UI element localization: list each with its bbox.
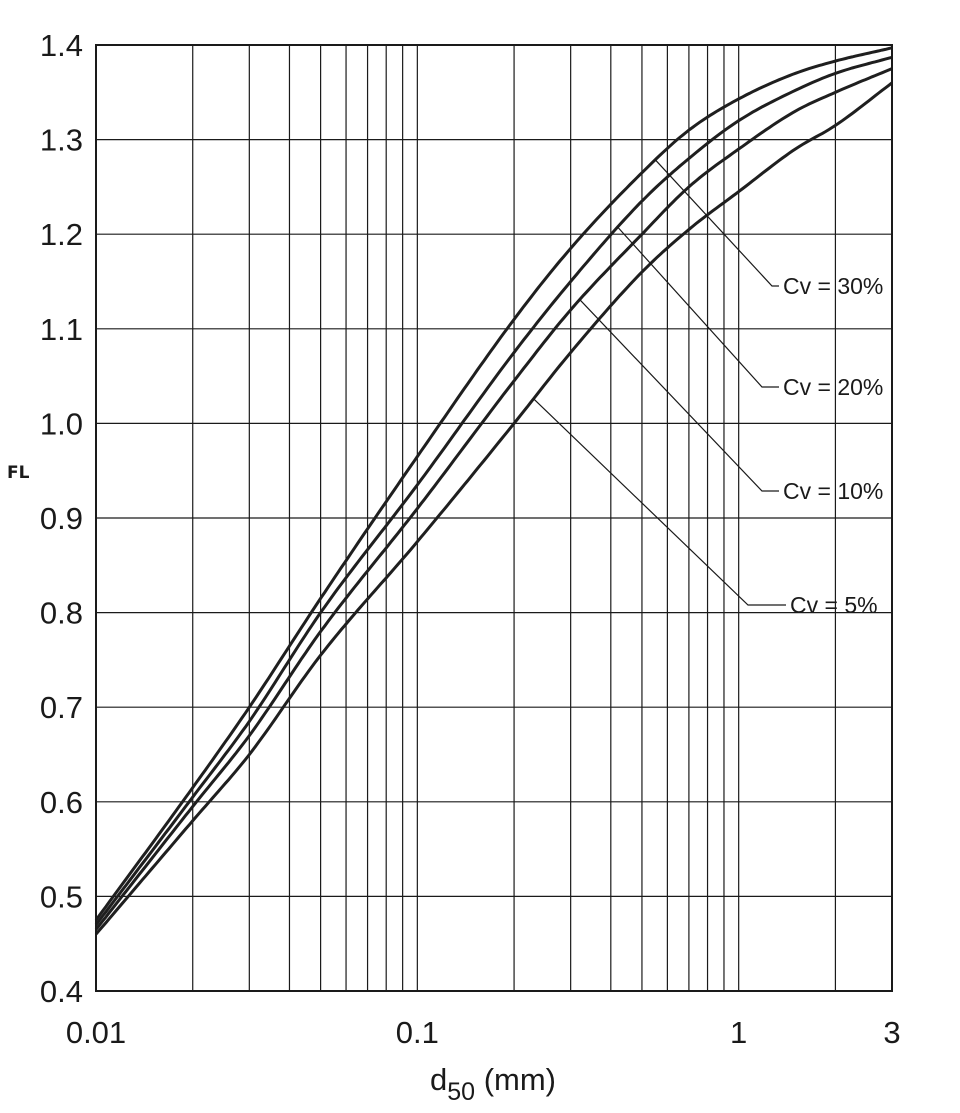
y-tick-label: 0.5 — [40, 879, 83, 914]
grid — [96, 44, 892, 992]
y-tick-labels: 0.4 0.5 0.6 0.7 0.8 0.9 1.0 1.1 1.2 1.3 1.4 — [40, 28, 83, 1009]
series-label-2: Cv = 20% — [783, 374, 883, 400]
series-line-2 — [94, 55, 893, 926]
x-tick-label: 0.01 — [66, 1015, 126, 1050]
x-axis-title-subscript: 50 — [447, 1078, 475, 1106]
y-tick-label: 1.2 — [40, 217, 83, 252]
series-line-4 — [94, 81, 893, 936]
series-leader-4 — [533, 398, 786, 606]
y-tick-label: 1.3 — [40, 123, 83, 158]
x-axis-title: d50 (mm) — [430, 1062, 556, 1106]
series-label-4: Cv = 5% — [790, 592, 878, 618]
series-labels: Cv = 30% Cv = 20% Cv = 10% Cv = 5% — [783, 273, 883, 618]
label-leaders — [533, 159, 786, 606]
y-tick-label: 0.4 — [40, 974, 83, 1009]
y-tick-label: 0.9 — [40, 501, 83, 536]
series-line-3 — [94, 67, 893, 931]
series-label-1: Cv = 30% — [783, 273, 883, 299]
series-leader-3 — [579, 299, 779, 492]
x-tick-label: 1 — [730, 1015, 747, 1050]
y-tick-label: 0.6 — [40, 785, 83, 820]
curves — [94, 46, 893, 936]
x-tick-labels: 0.01 0.1 1 3 — [66, 1015, 901, 1050]
y-tick-label: 1.1 — [40, 312, 83, 347]
y-tick-label: 0.8 — [40, 596, 83, 631]
series-line-1 — [94, 46, 893, 921]
plot-frame — [95, 44, 893, 992]
y-tick-label: 0.7 — [40, 690, 83, 725]
x-tick-label: 0.1 — [396, 1015, 439, 1050]
x-tick-label: 3 — [883, 1015, 900, 1050]
y-axis-title: FL — [7, 463, 30, 483]
y-tick-label: 1.0 — [40, 406, 83, 441]
series-leader-2 — [617, 226, 779, 388]
y-tick-label: 1.4 — [40, 28, 83, 63]
series-leader-1 — [654, 159, 779, 287]
series-label-3: Cv = 10% — [783, 478, 883, 504]
